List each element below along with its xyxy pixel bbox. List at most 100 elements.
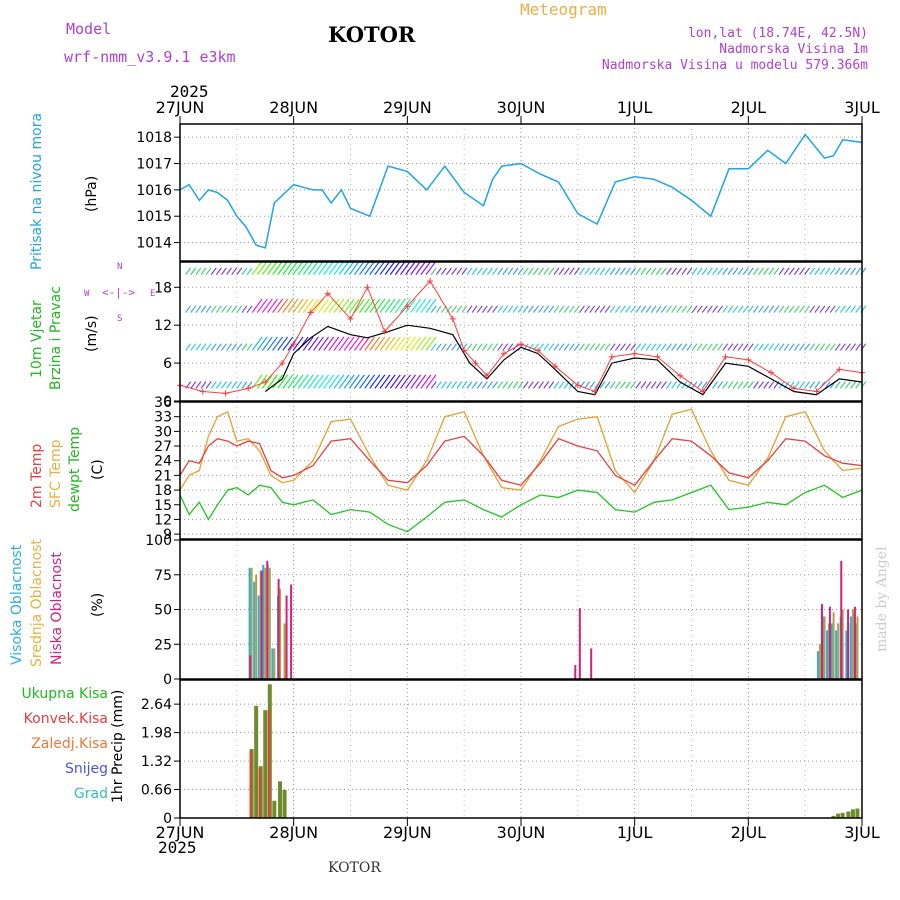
wind-barb: [742, 381, 749, 389]
cloud-low-label: Niska Oblacnost: [49, 552, 65, 665]
wind-barb: [594, 305, 601, 313]
wind-barb: [584, 305, 591, 313]
wind-barb: [701, 343, 708, 351]
wind-barb: [599, 305, 606, 313]
wind-barb: [758, 305, 764, 313]
wind-barb: [343, 260, 355, 275]
wind-barb: [573, 305, 580, 313]
wind-barb: [548, 343, 555, 351]
wind-barb: [210, 381, 217, 389]
cloud-bar: [277, 578, 280, 679]
wind-barb: [272, 260, 283, 275]
wind-barb: [645, 267, 652, 275]
wind-gust-marker: [324, 290, 331, 297]
wind-barb: [522, 305, 529, 313]
wind-barb: [793, 381, 800, 389]
date-tick-label-bottom: 2JUL: [731, 823, 767, 842]
wind-barb: [783, 267, 790, 275]
wind-barb: [814, 305, 821, 313]
wind-barb: [620, 343, 626, 351]
wind-barb: [251, 336, 263, 351]
wind-barb: [717, 381, 724, 389]
wind-barb: [451, 381, 458, 389]
pressure-unit: (hPa): [84, 175, 100, 212]
wind-barb: [215, 305, 222, 313]
cloud-bar: [853, 606, 856, 679]
wind-barb: [379, 260, 391, 275]
wind-barb: [425, 260, 437, 275]
wind-barb: [538, 381, 545, 389]
footer-station: KOTOR: [328, 860, 381, 876]
wind-barb: [732, 343, 739, 351]
wind-barb: [666, 381, 672, 389]
wind-barb: [420, 336, 432, 351]
wind-barb: [824, 381, 831, 389]
wind-barb: [599, 267, 606, 275]
wind-barb: [210, 267, 217, 275]
wind-barb: [389, 336, 401, 351]
wind-barb: [512, 267, 519, 275]
wind-barb: [543, 381, 550, 389]
wind-barb: [292, 374, 304, 389]
precip-total-bar: [282, 789, 287, 818]
wind-speed-line: [264, 324, 863, 396]
wind-barb: [517, 267, 524, 275]
date-tick-label-top: 29JUN: [383, 98, 432, 117]
wind-barb: [855, 305, 862, 313]
wind-gust-marker: [483, 372, 490, 379]
wind-barb: [487, 381, 493, 389]
wind-barb: [717, 343, 724, 351]
wind-barb: [440, 381, 447, 389]
wind-barb: [686, 343, 693, 351]
wind-barb: [461, 343, 468, 351]
model-name: wrf-nmm_v3.9.1 e3km: [64, 48, 236, 66]
y-tick-label: 1014: [136, 236, 172, 252]
wind-barb: [287, 374, 299, 389]
wind-barb: [696, 343, 703, 351]
wind-barb: [364, 260, 376, 275]
compass-n-label: N: [117, 262, 123, 272]
wind-barb: [476, 343, 483, 351]
wind-barb: [712, 381, 718, 389]
wind-barb: [405, 298, 416, 313]
wind-barb: [400, 374, 411, 389]
cloud-bar: [266, 560, 269, 679]
wind-barb: [492, 305, 498, 313]
wind-barb: [466, 305, 473, 313]
y-tick-label: 18: [154, 280, 172, 296]
cloud-bar: [578, 608, 581, 679]
wind-barb: [635, 343, 642, 351]
precip-total-bar: [272, 800, 277, 818]
wind-barb: [824, 305, 831, 313]
wind-gust-marker: [574, 382, 581, 389]
wind-barb: [655, 305, 662, 313]
wind-barb: [384, 298, 396, 313]
wind-barb: [451, 343, 458, 351]
wind-barb: [185, 267, 192, 275]
wind-barb: [630, 381, 637, 389]
wind-barb: [343, 298, 355, 313]
wind-barb: [348, 374, 360, 389]
wind-barb: [538, 305, 545, 313]
precip-legend-graupel: Grad: [73, 786, 108, 802]
dewpoint-line: [179, 484, 863, 533]
y-tick-label: 27: [154, 439, 172, 455]
wind-barb: [599, 343, 606, 351]
wind-barb: [717, 267, 724, 275]
wind-barb: [272, 374, 283, 389]
wind-barb: [666, 343, 672, 351]
wind-barb: [650, 267, 657, 275]
cloud-bar: [820, 603, 823, 679]
wind-unit: (m/s): [84, 315, 100, 352]
wind-barb: [834, 305, 841, 313]
wind-barb: [635, 381, 642, 389]
wind-barb: [845, 343, 851, 351]
wind-barb: [348, 336, 360, 351]
precip-conv-bar: [258, 768, 261, 818]
wind-barb: [471, 305, 478, 313]
wind-barb: [394, 260, 406, 275]
y-tick-label: 50: [154, 603, 172, 619]
wind-barb: [548, 381, 555, 389]
wind-barb: [451, 305, 458, 313]
wind-barb: [701, 381, 708, 389]
